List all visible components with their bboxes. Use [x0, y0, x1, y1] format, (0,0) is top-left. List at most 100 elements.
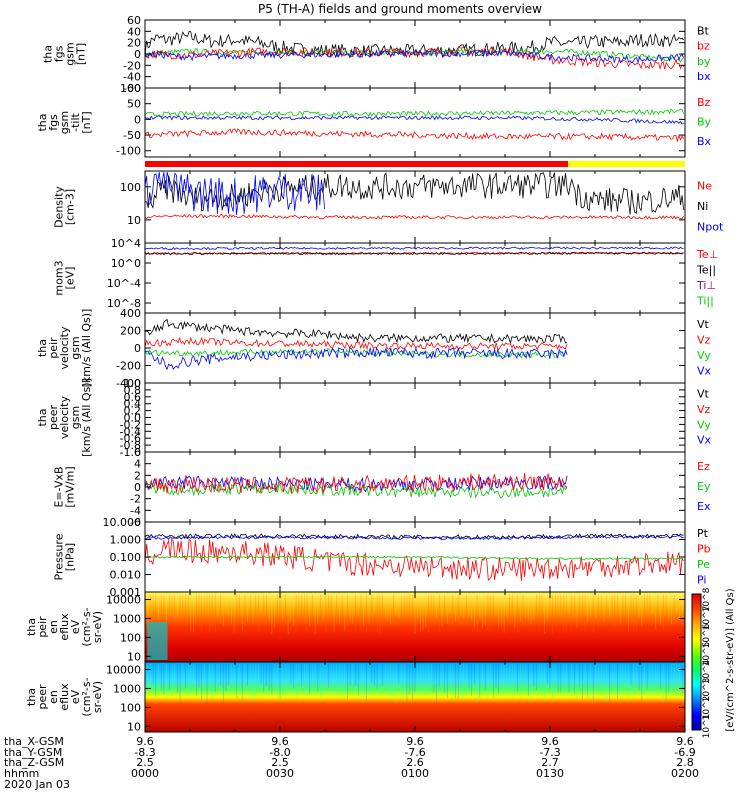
- series-Ez: [144, 473, 568, 495]
- x-row-value: 9.6: [136, 735, 154, 748]
- y-axis-label: -tilt: [69, 112, 82, 131]
- series-Bz: [144, 128, 684, 143]
- colorbar-tick-label: 10^1: [702, 714, 712, 739]
- y-axis-label: gsm: [69, 336, 82, 359]
- series-Bt: [144, 31, 684, 59]
- y-tick-label: -20: [123, 59, 141, 72]
- y-axis-label: eflux: [58, 613, 71, 641]
- y-tick-label: -4: [130, 504, 141, 517]
- y-tick-label: 10: [127, 650, 141, 663]
- y-axis-label: mom3: [53, 260, 66, 295]
- y-axis-label: fgs: [47, 114, 60, 131]
- series-Npot: [144, 171, 325, 215]
- y-axis-label: [eV]: [64, 267, 77, 290]
- x-row-value: 0130: [536, 767, 564, 780]
- colorbar-scale: [691, 593, 702, 731]
- legend-entry: Ez: [697, 460, 710, 473]
- x-row-value: 0200: [671, 767, 699, 780]
- y-tick-label: -0.4: [120, 425, 141, 438]
- legend-entry: Vy: [697, 349, 711, 362]
- x-row-value: 2.6: [406, 756, 424, 769]
- y-axis-label: tha: [36, 113, 49, 131]
- y-axis-label: (cm²-s-: [80, 607, 93, 646]
- legend-entry: Bz: [697, 96, 711, 109]
- panels: 6040200-20-40-60thafgsgsm[nT]Btbzbybx100…: [25, 14, 724, 733]
- x-row-value: 9.6: [676, 735, 694, 748]
- y-tick-label: 4: [134, 458, 141, 471]
- series-Vx: [144, 346, 568, 371]
- x-row-value: 9.6: [406, 735, 424, 748]
- y-axis-label: fgs: [53, 45, 66, 62]
- y-tick-label: 40: [127, 25, 141, 38]
- y-axis-label: velocity: [58, 396, 71, 439]
- y-axis-label: (cm²-s-: [80, 677, 93, 716]
- y-tick-label: 10: [127, 720, 141, 733]
- x-row-label: tha_Z-GSM: [4, 756, 64, 769]
- y-tick-label: 1000: [113, 612, 141, 625]
- legend-entry: bx: [697, 70, 711, 83]
- y-axis-label: tha: [25, 688, 38, 706]
- y-tick-label: 10: [127, 214, 141, 227]
- legend-entry: Pt: [697, 527, 709, 540]
- y-axis-label: sr-eV): [91, 681, 104, 713]
- y-tick-label: -6: [130, 516, 141, 529]
- legend-entry: Ni: [697, 200, 708, 213]
- y-tick-label: 200: [120, 325, 141, 338]
- legend-entry: Te⊥: [696, 248, 718, 261]
- series-Vt: [144, 319, 568, 345]
- y-tick-label: 0: [134, 48, 141, 61]
- series-Ti: [144, 246, 684, 250]
- y-axis-label: [cm-3]: [64, 189, 77, 225]
- legend-entry: By: [697, 116, 712, 129]
- legend-entry: Ti⊥: [696, 279, 716, 292]
- y-axis-label: velocity: [58, 326, 71, 369]
- y-axis-label: Pressure: [53, 533, 66, 580]
- x-row-value: 9.6: [541, 735, 559, 748]
- colorbar-tick-label: 10^2: [702, 696, 712, 721]
- y-axis-label: gsm: [58, 111, 71, 134]
- y-tick-label: -100: [116, 145, 141, 158]
- y-tick-label: 1.0: [124, 377, 142, 390]
- series-Pe: [144, 555, 684, 561]
- series-Pi: [144, 535, 684, 541]
- legend-entry: Ex: [697, 500, 711, 513]
- y-axis-label: eV: [69, 619, 82, 634]
- panel-pressure: 10.000 1.000 0.100 0.010 0.001 Pressure[nPa] P…: [53, 516, 711, 599]
- status-bar-segment: [145, 161, 568, 167]
- series-Ey: [144, 481, 568, 499]
- colorbar-label: [eV/(cm^2-s-str-eV)] (All Qs): [725, 588, 736, 731]
- legend-entry: Pb: [697, 542, 711, 555]
- time-axis: tha_X-GSM 9.6 9.6 9.6 9.6 9.6 tha_Y-GSM -8.3 -8.…: [4, 735, 699, 791]
- y-axis-label: [mV/m]: [64, 466, 77, 507]
- x-row-label: tha_X-GSM: [4, 735, 64, 748]
- panel-frame: [144, 312, 686, 384]
- x-row-value: 2.8: [676, 756, 694, 769]
- series-bx: [144, 48, 684, 64]
- y-tick-label: 10.000: [103, 516, 142, 529]
- x-row-value: -6.9: [674, 746, 695, 759]
- x-row-value: -8.3: [134, 746, 155, 759]
- legend-entry: Bx: [697, 135, 712, 148]
- y-axis-label: E=-VxB: [53, 466, 66, 507]
- x-row-label: tha_Y-GSM: [4, 746, 62, 759]
- y-axis-label: en: [47, 690, 60, 704]
- y-tick-label: 0: [134, 342, 141, 355]
- y-tick-label: 10^-8: [107, 297, 141, 310]
- x-row-value: -7.3: [539, 746, 560, 759]
- series-bz: [144, 45, 684, 70]
- x-row-value: -8.0: [269, 746, 290, 759]
- colorbar: 10^810^710^610^510^410^310^210^1 [eV/(cm^…: [691, 587, 736, 739]
- y-tick-label: -0.2: [120, 418, 141, 431]
- legend-entry: bz: [697, 40, 710, 53]
- y-axis-label: peer: [47, 405, 60, 431]
- heatmap-spectrogram: [145, 662, 685, 732]
- legend-entry: Vz: [697, 403, 711, 416]
- heatmap-low-energy-region: [147, 622, 168, 660]
- legend-entry: Vt: [697, 388, 710, 401]
- panel-peir_en: 10000 1000 100 10 thapeirenefluxeV(cm²-s-sr-…: [25, 591, 686, 663]
- x-row-value: 2.5: [271, 756, 289, 769]
- y-tick-label: -400: [116, 377, 141, 390]
